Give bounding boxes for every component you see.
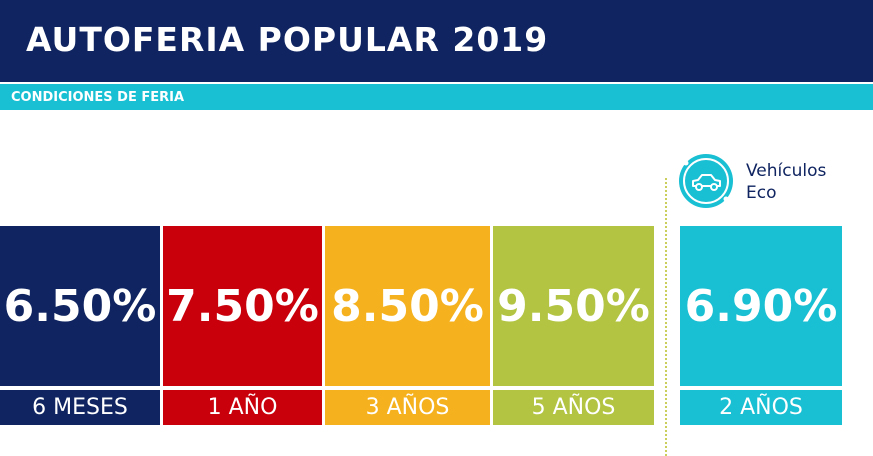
dotted-divider bbox=[665, 178, 667, 456]
rate-value: 6.50% bbox=[0, 226, 160, 386]
eco-label-line1: Vehículos bbox=[746, 161, 827, 181]
rate-term: 6 MESES bbox=[0, 390, 160, 425]
eco-car-icon bbox=[678, 153, 734, 209]
eco-label: Vehículos Eco bbox=[746, 160, 826, 204]
subheader-bar: CONDICIONES DE FERIA bbox=[0, 84, 873, 110]
rate-value: 7.50% bbox=[163, 226, 322, 386]
rate-term: 3 AÑOS bbox=[325, 390, 490, 425]
eco-label-line2: Eco bbox=[746, 183, 777, 203]
page-title: AUTOFERIA POPULAR 2019 bbox=[26, 20, 549, 59]
header-bar: AUTOFERIA POPULAR 2019 bbox=[0, 0, 873, 82]
subheader-text: CONDICIONES DE FERIA bbox=[11, 90, 185, 105]
rate-term: 2 AÑOS bbox=[680, 390, 842, 425]
rate-term: 1 AÑO bbox=[163, 390, 322, 425]
rate-value: 9.50% bbox=[493, 226, 654, 386]
rate-value: 8.50% bbox=[325, 226, 490, 386]
rate-term: 5 AÑOS bbox=[493, 390, 654, 425]
rate-value: 6.90% bbox=[680, 226, 842, 386]
